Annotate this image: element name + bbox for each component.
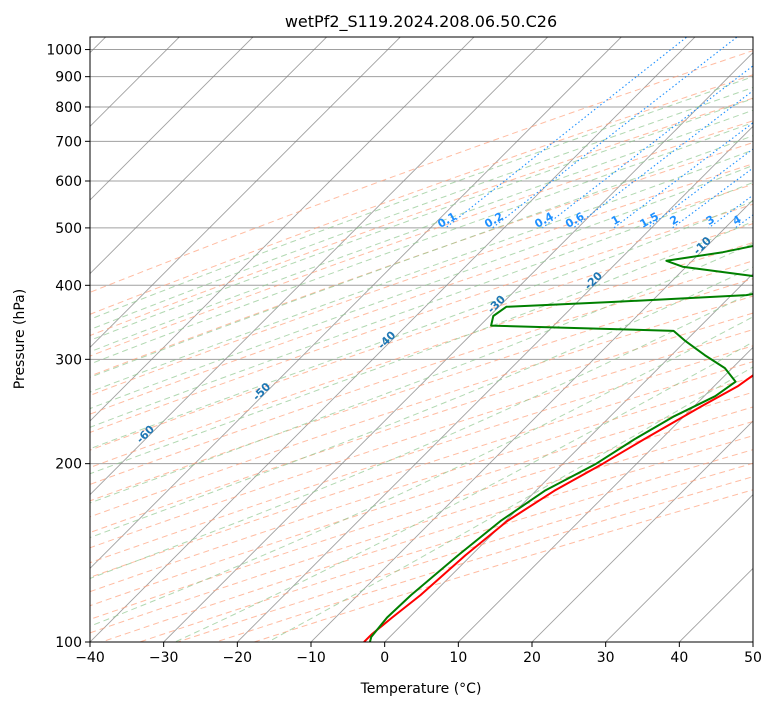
x-tick-label: −10 bbox=[296, 650, 326, 666]
y-tick-label: 600 bbox=[55, 174, 82, 190]
dry-adiabat-line bbox=[90, 376, 753, 593]
mixing-ratio-line bbox=[672, 167, 753, 229]
y-axis-title: Pressure (hPa) bbox=[12, 289, 28, 389]
isotherm-line bbox=[90, 37, 254, 201]
dry-adiabat-line bbox=[90, 278, 753, 502]
isotherm-label: -70 bbox=[16, 467, 39, 490]
moist-adiabat-line bbox=[90, 220, 753, 475]
isotherm-line bbox=[90, 37, 328, 275]
dry-adiabat-line bbox=[99, 435, 753, 642]
isobar-grid bbox=[90, 49, 753, 642]
x-tick-label: 10 bbox=[449, 650, 467, 666]
isotherm-line bbox=[678, 567, 753, 642]
dry-adiabats bbox=[90, 50, 753, 642]
mixing-ratio-label: 1 bbox=[609, 213, 622, 228]
x-axis-ticks: −40 −30 −20 −10 0 10 20 30 40 50 bbox=[75, 642, 762, 666]
isotherm-line bbox=[236, 125, 753, 642]
x-tick-label: −30 bbox=[149, 650, 179, 666]
y-axis-ticks: 1000 900 800 700 600 500 400 300 200 100 bbox=[46, 43, 90, 651]
mixing-ratio-line bbox=[542, 65, 753, 229]
isotherm-line bbox=[90, 37, 475, 422]
dry-adiabat-line bbox=[138, 449, 753, 642]
background-line-labels: 0.10.20.40.611.52346810131620253036-100-… bbox=[16, 210, 775, 490]
dry-adiabat-line bbox=[90, 120, 753, 357]
moist-adiabat-line bbox=[90, 164, 753, 410]
y-tick-label: 800 bbox=[55, 100, 82, 116]
mixing-ratio-label: 4 bbox=[730, 213, 743, 228]
isotherm-label: -40 bbox=[375, 328, 398, 351]
mixing-ratio-label: 2 bbox=[668, 213, 681, 228]
moist-adiabat-line bbox=[90, 86, 753, 331]
isotherm-line bbox=[457, 346, 753, 642]
dry-adiabat-line bbox=[90, 345, 753, 564]
x-tick-label: 0 bbox=[380, 650, 389, 666]
y-tick-label: 400 bbox=[55, 278, 82, 294]
y-tick-label: 1000 bbox=[46, 43, 82, 59]
x-tick-label: −20 bbox=[223, 650, 253, 666]
isotherm-line bbox=[90, 37, 549, 496]
mixing-ratio-line bbox=[708, 194, 753, 229]
mixing-ratio-label: 6 bbox=[769, 213, 775, 228]
isotherm-line bbox=[90, 37, 696, 642]
dewpoint-profile bbox=[368, 244, 753, 642]
plot-area: 0.10.20.40.611.52346810131620253036-100-… bbox=[16, 37, 775, 642]
x-tick-label: 40 bbox=[670, 650, 688, 666]
moist-adiabat-line bbox=[90, 316, 753, 627]
temperature-profile bbox=[363, 374, 753, 642]
mixing-ratio-line bbox=[572, 90, 753, 229]
moist-adiabat-line bbox=[90, 98, 753, 341]
x-tick-label: 20 bbox=[523, 650, 541, 666]
mixing-ratio-line bbox=[445, 37, 688, 229]
dry-adiabat-line bbox=[90, 241, 753, 469]
mixing-ratio-line bbox=[492, 37, 738, 229]
isotherm-line bbox=[163, 52, 753, 642]
dry-adiabat-line bbox=[90, 391, 753, 607]
y-tick-label: 500 bbox=[55, 221, 82, 237]
mixing-ratio-lines bbox=[445, 37, 753, 229]
x-tick-label: 50 bbox=[744, 650, 762, 666]
moist-adiabats bbox=[90, 76, 753, 642]
isotherm-label: -60 bbox=[134, 422, 157, 445]
mixing-ratio-line bbox=[613, 122, 753, 229]
moist-adiabat-line bbox=[174, 341, 753, 642]
mixing-ratio-label: 3 bbox=[704, 213, 717, 228]
chart-title: wetPf2_S119.2024.208.06.50.C26 bbox=[285, 12, 557, 32]
dry-adiabat-line bbox=[90, 97, 753, 337]
y-tick-label: 100 bbox=[55, 635, 82, 651]
isotherm-line bbox=[531, 420, 753, 642]
y-tick-label: 700 bbox=[55, 134, 82, 150]
dry-adiabat-line bbox=[90, 74, 753, 315]
dry-adiabat-line bbox=[90, 50, 753, 293]
dry-adiabat-line bbox=[90, 203, 753, 433]
dry-adiabat-line bbox=[90, 312, 753, 534]
isotherm-label: -50 bbox=[250, 380, 273, 403]
isotherm-line bbox=[310, 199, 753, 642]
x-tick-label: 30 bbox=[597, 650, 615, 666]
isotherm-line bbox=[90, 37, 622, 569]
x-axis-title: Temperature (°C) bbox=[360, 681, 482, 697]
isotherm-line bbox=[384, 273, 753, 642]
isotherm-label: -30 bbox=[485, 292, 508, 315]
plot-frame bbox=[89, 36, 754, 643]
y-tick-label: 300 bbox=[55, 352, 82, 368]
sounding-series bbox=[363, 244, 753, 642]
mixing-ratio-line bbox=[734, 214, 753, 229]
moist-adiabat-line bbox=[90, 242, 753, 504]
moist-adiabat-line bbox=[90, 149, 753, 393]
x-tick-label: −40 bbox=[75, 650, 105, 666]
isotherm-line bbox=[90, 37, 180, 127]
y-tick-label: 900 bbox=[55, 70, 82, 86]
y-tick-label: 200 bbox=[55, 457, 82, 473]
isotherm-line bbox=[605, 494, 753, 642]
